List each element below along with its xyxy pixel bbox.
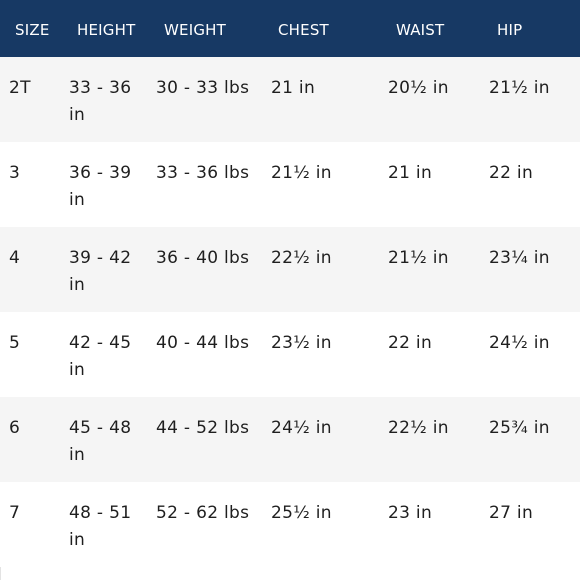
cell-hip: 24½ in xyxy=(489,333,550,353)
table-row: 3 36 - 39 in 33 - 36 lbs 21½ in 21 in 22… xyxy=(0,142,580,227)
header-chest: CHEST xyxy=(278,21,329,39)
header-hip: HIP xyxy=(497,21,523,39)
cell-waist: 21½ in xyxy=(388,248,449,268)
cell-size: 4 xyxy=(9,248,21,268)
cell-height: 42 - 45 in xyxy=(69,333,132,380)
cell-height: 48 - 51 in xyxy=(69,503,132,550)
header-weight: WEIGHT xyxy=(164,21,226,39)
cell-chest: 25½ in xyxy=(271,503,332,523)
cell-height: 45 - 48 in xyxy=(69,418,132,465)
cell-hip: 23¼ in xyxy=(489,248,550,268)
cell-hip: 27 in xyxy=(489,503,534,523)
table-row: 7 48 - 51 in 52 - 62 lbs 25½ in 23 in 27… xyxy=(0,482,580,567)
cell-weight: 44 - 52 lbs xyxy=(156,418,250,438)
cell-height: 36 - 39 in xyxy=(69,163,132,210)
cell-chest: 23½ in xyxy=(271,333,332,353)
cell-size: 5 xyxy=(9,333,21,353)
cell-waist: 22 in xyxy=(388,333,433,353)
table-row: 2T 33 - 36 in 30 - 33 lbs 21 in 20½ in 2… xyxy=(0,57,580,142)
table-row: 6 45 - 48 in 44 - 52 lbs 24½ in 22½ in 2… xyxy=(0,397,580,482)
cell-size: 2T xyxy=(9,78,31,98)
cell-chest: 24½ in xyxy=(271,418,332,438)
table-body: 2T 33 - 36 in 30 - 33 lbs 21 in 20½ in 2… xyxy=(0,57,580,567)
cell-height: 33 - 36 in xyxy=(69,78,132,125)
cell-height: 39 - 42 in xyxy=(69,248,132,295)
cell-size: 6 xyxy=(9,418,21,438)
cell-weight: 36 - 40 lbs xyxy=(156,248,250,268)
cell-hip: 25¾ in xyxy=(489,418,550,438)
cell-hip: 22 in xyxy=(489,163,534,183)
header-height: HEIGHT xyxy=(77,21,136,39)
cell-weight: 52 - 62 lbs xyxy=(156,503,250,523)
cell-waist: 21 in xyxy=(388,163,433,183)
cell-weight: 33 - 36 lbs xyxy=(156,163,250,183)
cell-size: 7 xyxy=(9,503,21,523)
cell-chest: 22½ in xyxy=(271,248,332,268)
cell-chest: 21 in xyxy=(271,78,316,98)
cell-chest: 21½ in xyxy=(271,163,332,183)
header-waist: WAIST xyxy=(396,21,445,39)
table-header-row: SIZE HEIGHT WEIGHT CHEST WAIST HIP xyxy=(0,0,580,57)
cell-waist: 20½ in xyxy=(388,78,449,98)
cell-waist: 22½ in xyxy=(388,418,449,438)
cell-weight: 30 - 33 lbs xyxy=(156,78,250,98)
table-row: 4 39 - 42 in 36 - 40 lbs 22½ in 21½ in 2… xyxy=(0,227,580,312)
cell-waist: 23 in xyxy=(388,503,433,523)
cell-weight: 40 - 44 lbs xyxy=(156,333,250,353)
header-size: SIZE xyxy=(15,21,50,39)
table-row: 5 42 - 45 in 40 - 44 lbs 23½ in 22 in 24… xyxy=(0,312,580,397)
cell-hip: 21½ in xyxy=(489,78,550,98)
cell-size: 3 xyxy=(9,163,21,183)
